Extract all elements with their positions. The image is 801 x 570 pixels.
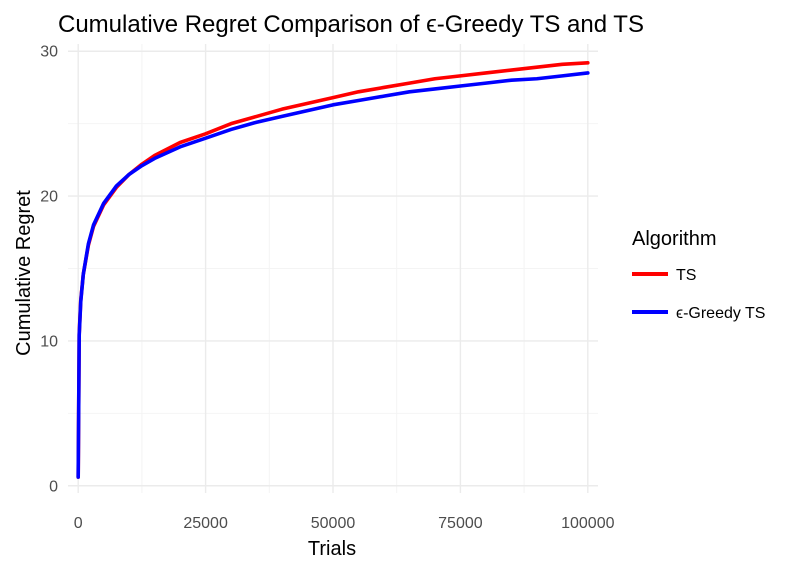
x-tick-label: 50000 (311, 515, 356, 532)
plot-area: 0 10 20 30 0 25000 50000 75000 100000 (40, 44, 614, 532)
y-tick-label: 20 (40, 189, 58, 206)
legend: Algorithm TS ϵ-Greedy TS (632, 228, 765, 322)
series-line-1 (76, 71, 590, 479)
legend-title: Algorithm (632, 228, 716, 250)
x-tick-label: 75000 (438, 515, 483, 532)
legend-label-0: TS (676, 267, 696, 284)
x-tick-label: 0 (74, 515, 83, 532)
chart-title: Cumulative Regret Comparison of ϵ-Greedy… (58, 11, 644, 38)
legend-items: TS ϵ-Greedy TS (632, 267, 765, 322)
y-axis-title: Cumulative Regret (13, 190, 35, 356)
y-tick-label: 0 (49, 478, 58, 495)
y-tick-label: 30 (40, 44, 58, 61)
x-tick-label: 100000 (561, 515, 614, 532)
legend-label-1: ϵ-Greedy TS (676, 305, 765, 322)
y-tick-label: 10 (40, 333, 58, 350)
x-axis-title: Trials (308, 538, 356, 560)
x-tick-label: 25000 (183, 515, 228, 532)
